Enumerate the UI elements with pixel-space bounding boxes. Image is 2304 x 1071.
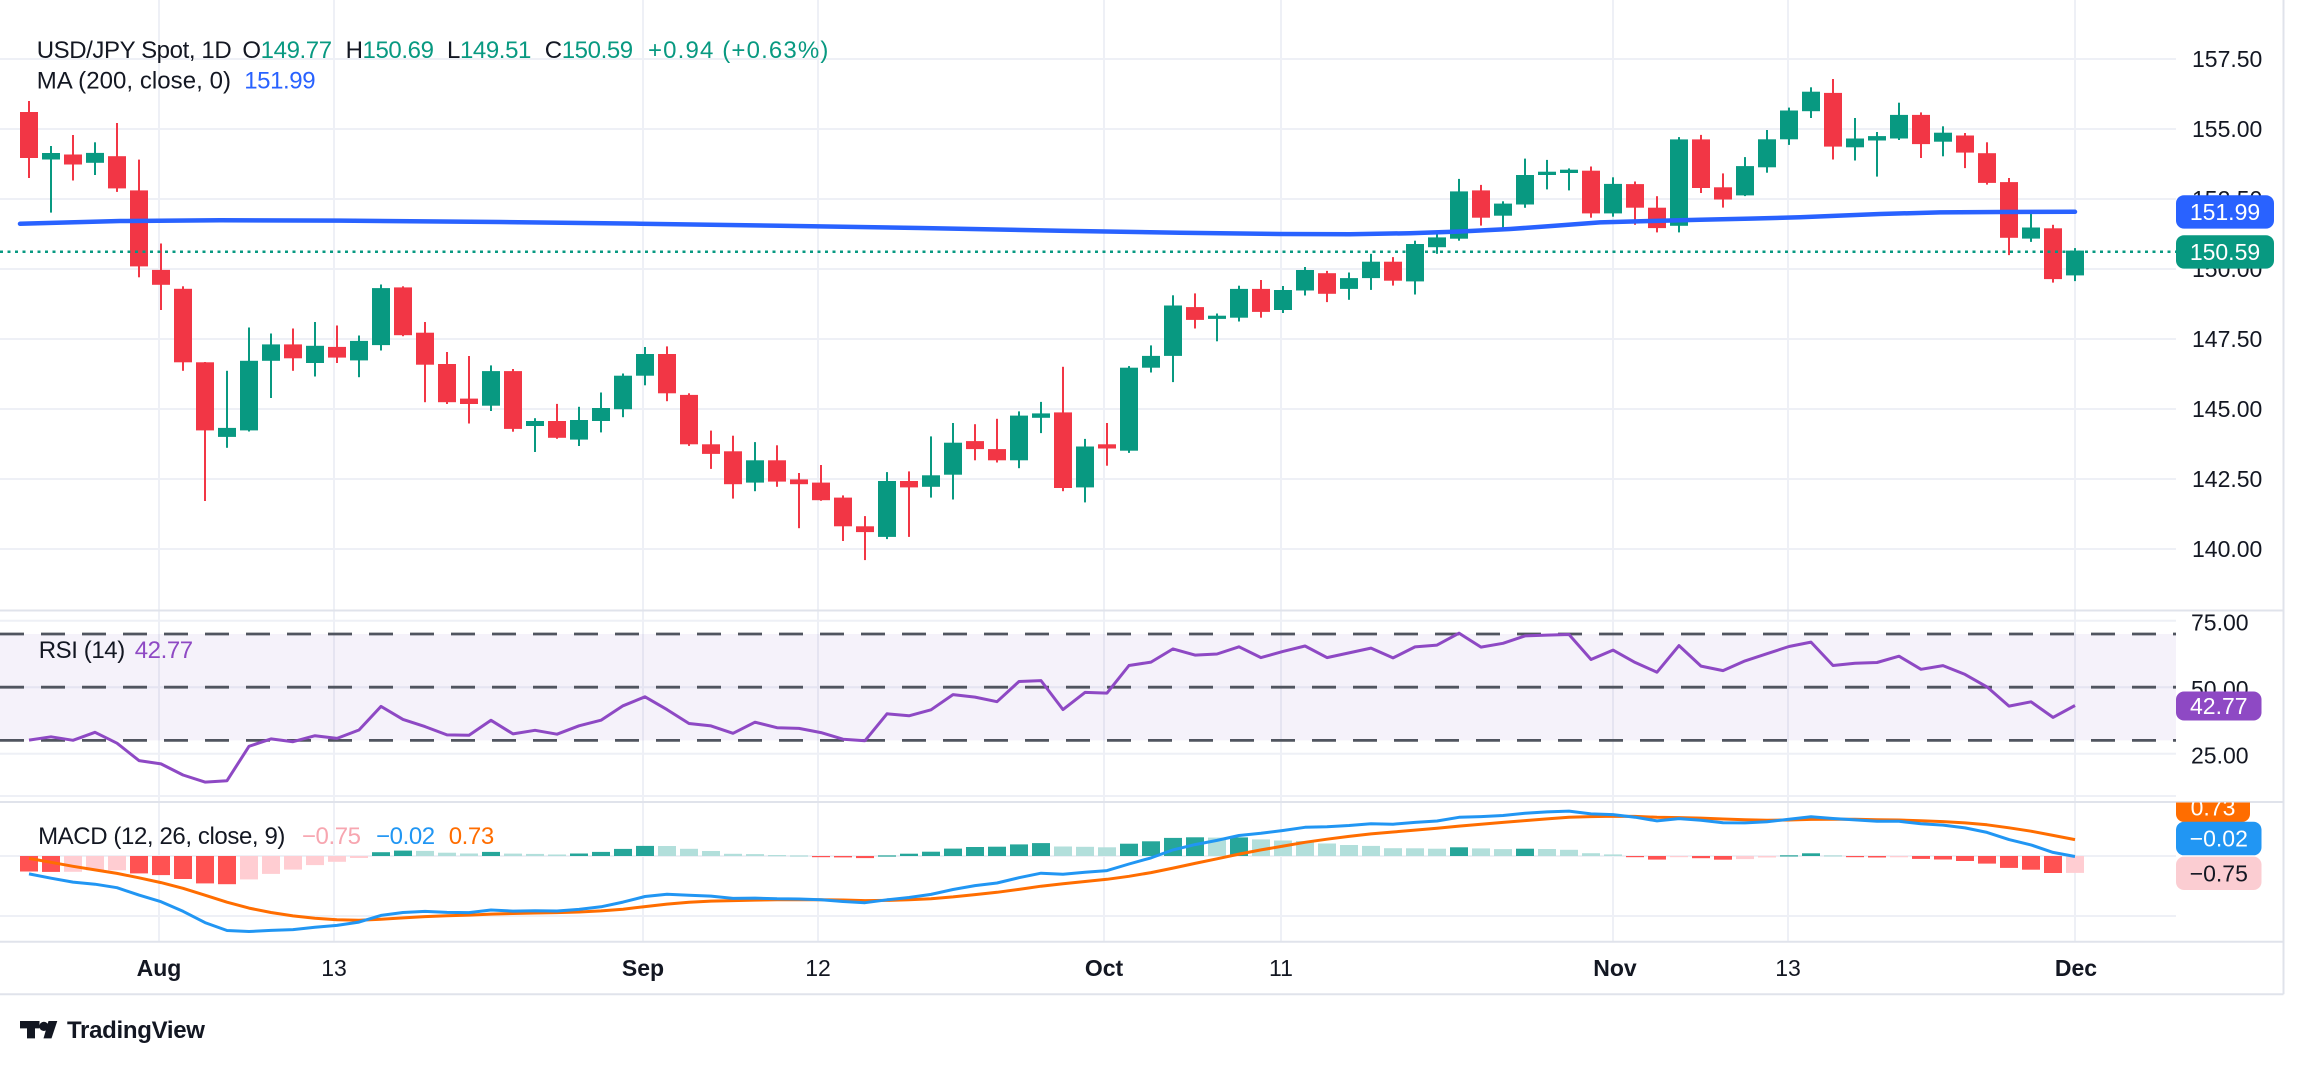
svg-text:MACD (12, 26, close, 9): MACD (12, 26, close, 9) xyxy=(38,823,285,850)
svg-text:151.99: 151.99 xyxy=(244,68,315,95)
svg-text:13: 13 xyxy=(1775,955,1801,981)
svg-text:−0.75: −0.75 xyxy=(302,823,361,850)
svg-text:Nov: Nov xyxy=(1593,955,1637,981)
svg-text:150.59: 150.59 xyxy=(2190,239,2260,265)
svg-text:142.50: 142.50 xyxy=(2192,466,2262,492)
svg-text:−0.02: −0.02 xyxy=(376,823,435,850)
svg-text:140.00: 140.00 xyxy=(2192,536,2262,562)
svg-text:Aug: Aug xyxy=(137,955,182,981)
svg-text:USD/JPY Spot, 1D: USD/JPY Spot, 1D xyxy=(37,37,232,64)
svg-text:12: 12 xyxy=(805,955,831,981)
svg-text:Oct: Oct xyxy=(1085,955,1124,981)
svg-text:155.00: 155.00 xyxy=(2192,116,2262,142)
svg-text:−0.75: −0.75 xyxy=(2190,860,2248,886)
svg-text:Dec: Dec xyxy=(2055,955,2097,981)
svg-text:0.73: 0.73 xyxy=(449,823,494,850)
svg-text:−0.02: −0.02 xyxy=(2190,826,2248,852)
svg-text:42.77: 42.77 xyxy=(135,637,193,664)
svg-text:145.00: 145.00 xyxy=(2192,396,2262,422)
svg-text:RSI (14): RSI (14) xyxy=(39,637,125,664)
svg-text:L149.51: L149.51 xyxy=(447,37,531,64)
svg-text:TradingView: TradingView xyxy=(67,1017,205,1044)
svg-text:C150.59: C150.59 xyxy=(545,37,633,64)
svg-text:25.00: 25.00 xyxy=(2191,743,2249,769)
svg-text:+0.94 (+0.63%): +0.94 (+0.63%) xyxy=(648,37,830,64)
svg-text:Sep: Sep xyxy=(622,955,664,981)
svg-text:11: 11 xyxy=(1269,955,1293,981)
svg-text:MA (200, close, 0): MA (200, close, 0) xyxy=(37,68,231,95)
svg-text:42.77: 42.77 xyxy=(2190,693,2248,719)
svg-text:75.00: 75.00 xyxy=(2191,610,2249,636)
svg-text:13: 13 xyxy=(321,955,347,981)
svg-text:0.73: 0.73 xyxy=(2191,795,2236,821)
svg-text:151.99: 151.99 xyxy=(2190,199,2260,225)
svg-text:H150.69: H150.69 xyxy=(346,37,434,64)
svg-text:O149.77: O149.77 xyxy=(242,37,331,64)
svg-text:157.50: 157.50 xyxy=(2192,46,2262,72)
svg-text:147.50: 147.50 xyxy=(2192,326,2262,352)
